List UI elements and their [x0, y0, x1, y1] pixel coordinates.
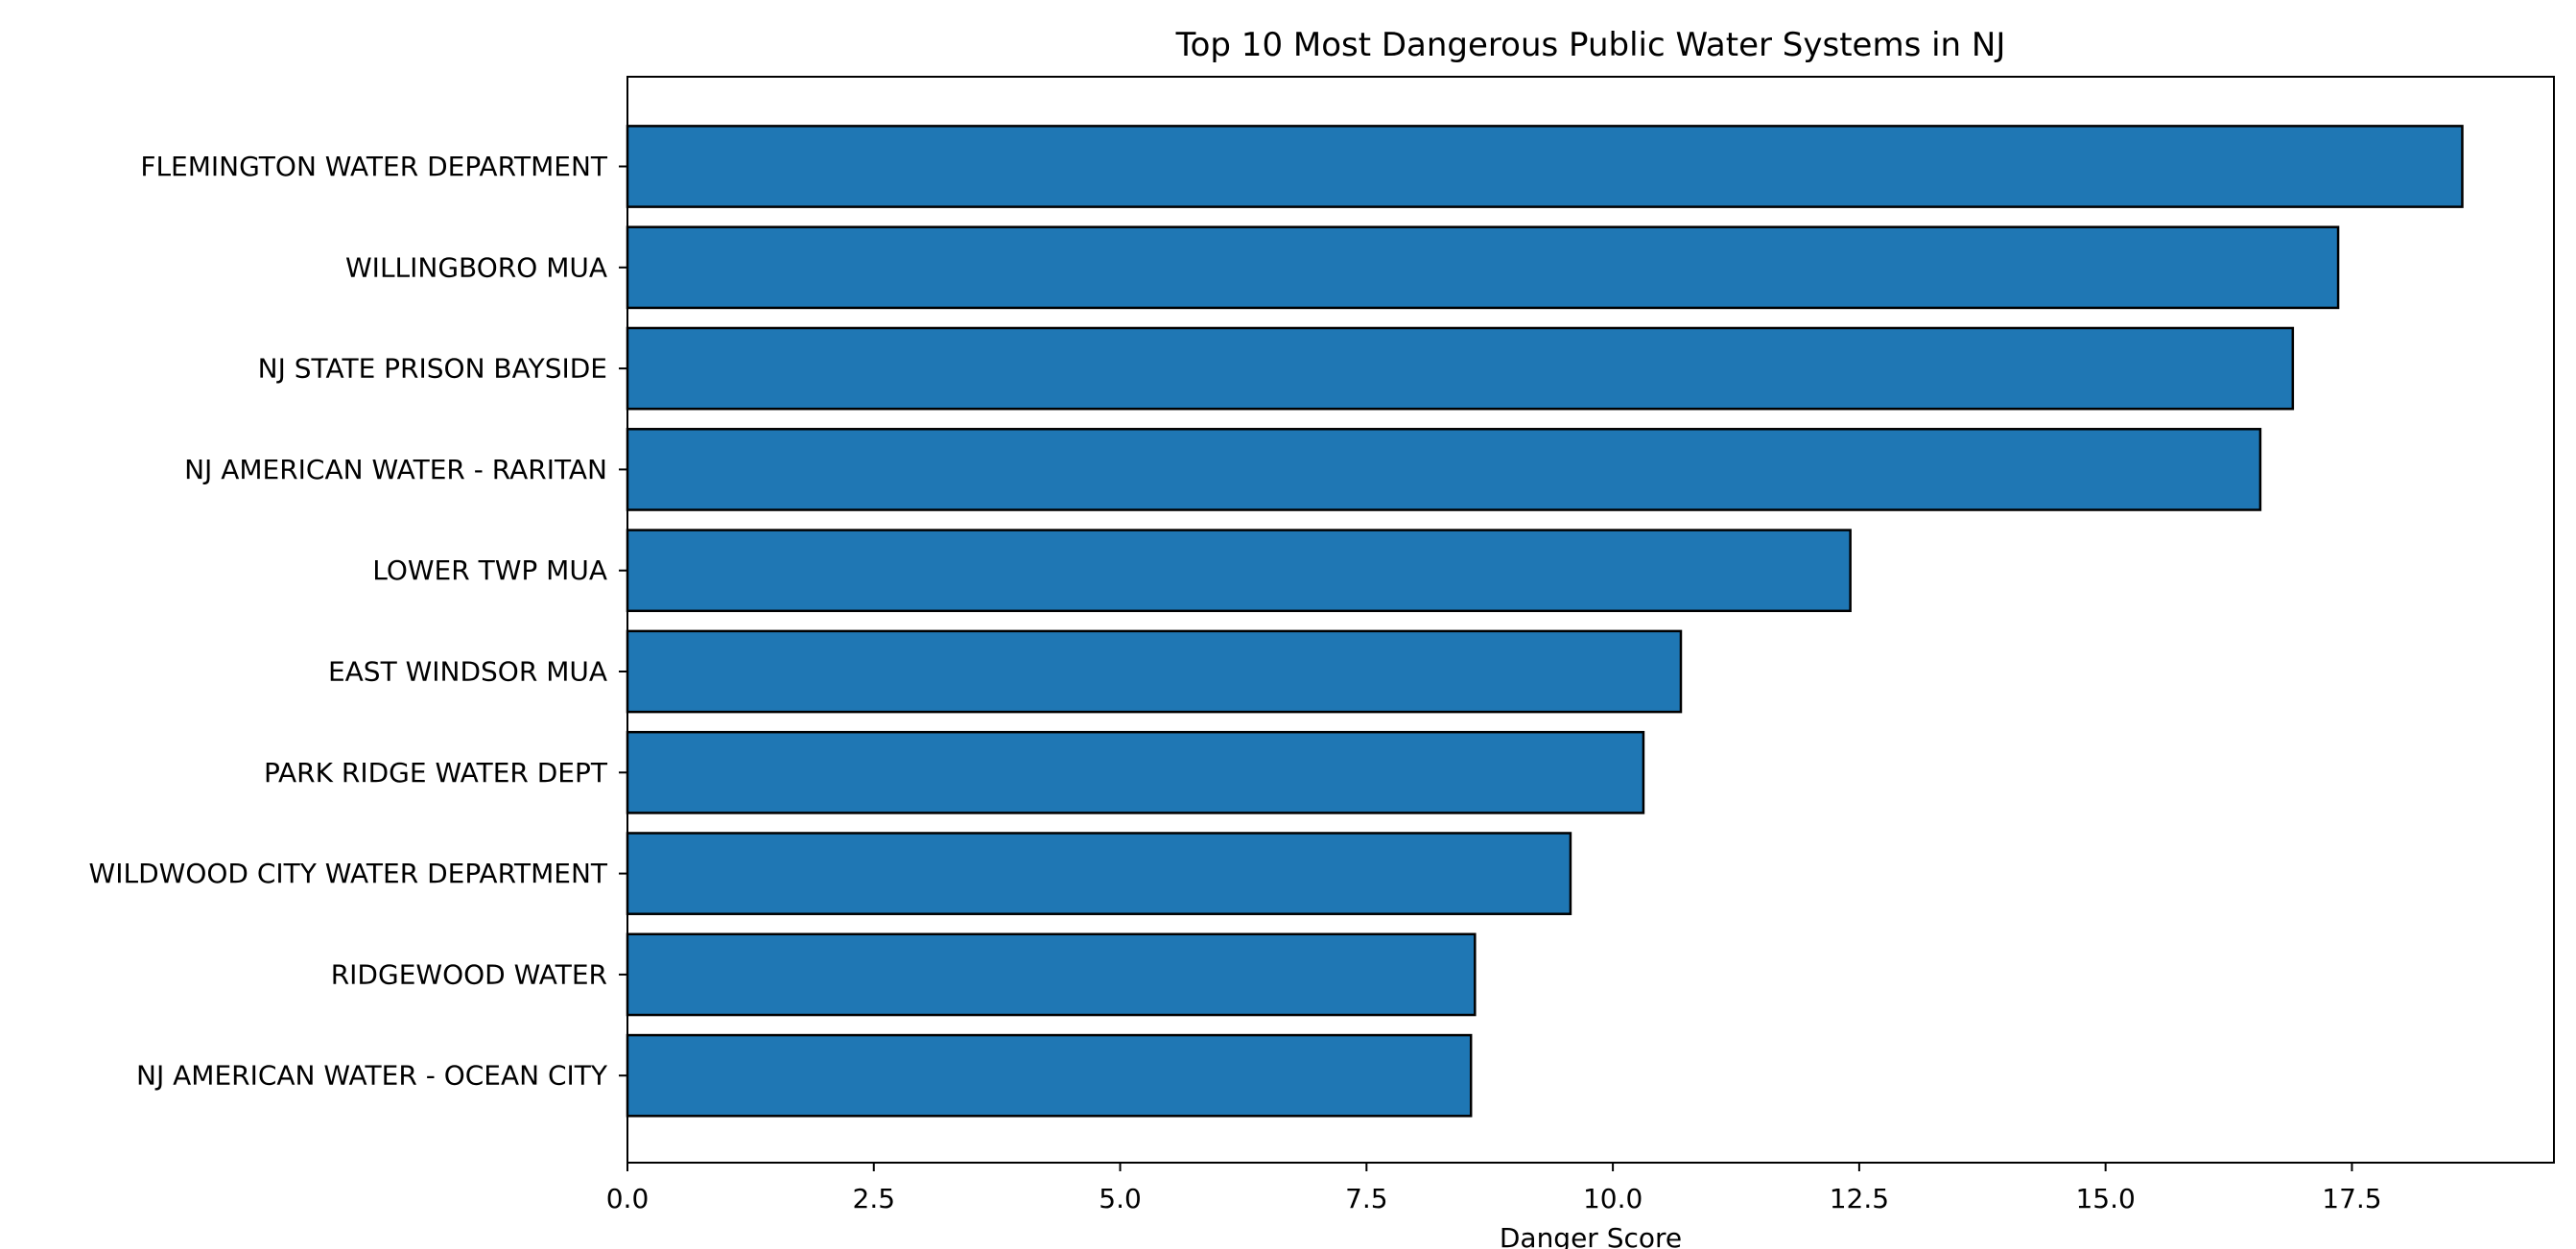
x-axis-label: Danger Score	[1500, 1222, 1682, 1249]
y-tick-label: NJ AMERICAN WATER - RARITAN	[184, 454, 607, 485]
bar	[626, 1033, 1473, 1118]
x-tick-label: 10.0	[1583, 1183, 1642, 1214]
y-tick-label: PARK RIDGE WATER DEPT	[264, 757, 608, 789]
bar	[626, 629, 1683, 714]
bar	[626, 428, 2262, 511]
y-tick-label: NJ STATE PRISON BAYSIDE	[258, 353, 607, 385]
plot-frame	[626, 76, 2555, 1164]
x-tick-label: 5.0	[1099, 1183, 1142, 1214]
x-tick-label: 7.5	[1345, 1183, 1388, 1214]
y-tick-label: NJ AMERICAN WATER - OCEAN CITY	[136, 1060, 608, 1092]
x-tick-label: 17.5	[2322, 1183, 2381, 1214]
y-tick-label: EAST WINDSOR MUA	[328, 656, 607, 688]
y-tick-label: LOWER TWP MUA	[372, 554, 607, 586]
y-tick-label: FLEMINGTON WATER DEPARTMENT	[140, 151, 608, 182]
chart-title: Top 10 Most Dangerous Public Water Syste…	[1175, 26, 2006, 64]
bar	[626, 225, 2340, 310]
bar	[626, 125, 2464, 208]
x-tick-label: 15.0	[2075, 1183, 2135, 1214]
x-tick-label: 12.5	[1830, 1183, 1889, 1214]
y-tick-label: WILDWOOD CITY WATER DEPARTMENT	[89, 858, 608, 889]
bar	[626, 529, 1852, 613]
bar	[626, 932, 1477, 1017]
bar	[626, 326, 2295, 411]
x-tick-label: 0.0	[606, 1183, 650, 1214]
bar	[626, 730, 1645, 814]
y-tick-label: RIDGEWOOD WATER	[331, 958, 607, 990]
x-tick-label: 2.5	[853, 1183, 896, 1214]
bar	[626, 832, 1572, 915]
y-tick-label: WILLINGBORO MUA	[345, 251, 607, 283]
